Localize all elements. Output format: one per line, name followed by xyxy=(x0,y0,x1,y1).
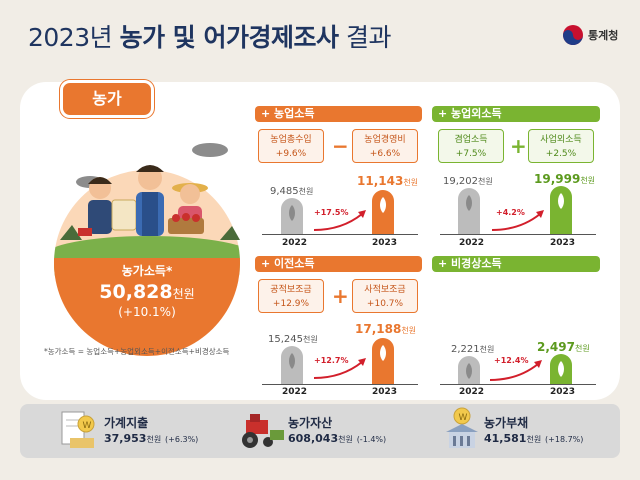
total-income-label: 농가소득 xyxy=(121,264,166,278)
transfer-pill-2-change: +10.7% xyxy=(366,299,404,309)
irregular-year-2022: 2022 xyxy=(459,387,485,397)
farm-baseline xyxy=(262,234,418,235)
farm-2022-value: 9,485천원 xyxy=(270,186,314,197)
total-income-change: (+10.1%) xyxy=(118,305,176,319)
nonfarm-growth: +4.2% xyxy=(496,208,525,217)
nonfarm-2022-value: 19,202천원 xyxy=(443,176,493,187)
tractor-icon xyxy=(242,414,284,448)
household-expense-value: 37,953천원 (+6.3%) xyxy=(104,432,199,445)
farm-pill-1-name: 농업총수입 xyxy=(270,135,312,145)
nonfarm-pill-2-name: 사업외소득 xyxy=(540,135,582,145)
irregular-income-title: 비경상소득 xyxy=(451,257,502,270)
farm-2023-value: 11,143천원 xyxy=(357,174,419,188)
nonfarm-pill-1-change: +7.5% xyxy=(455,149,487,159)
nonfarm-income-title: 농업외소득 xyxy=(451,107,502,120)
nonfarm-operator: + xyxy=(510,134,527,158)
irregular-year-2023: 2023 xyxy=(550,387,576,397)
farm-growth-arrow-icon xyxy=(313,210,366,231)
transfer-year-2023: 2023 xyxy=(372,387,398,397)
irregular-growth-arrow-icon xyxy=(489,360,542,381)
nonfarm-2023-value: 19,999천원 xyxy=(534,172,596,186)
farm-assets-label: 농가자산 xyxy=(288,416,333,430)
page-title: 2023년 농가 및 어가경제조사 결과 xyxy=(28,18,391,54)
farm-income-title: 농업소득 xyxy=(274,107,315,120)
farm-debt-label: 농가부채 xyxy=(484,416,529,430)
farm-pill-2: 농업경영비 +6.6% xyxy=(352,129,418,163)
total-income-value: 50,828 xyxy=(99,281,173,303)
nonfarm-2023-bar xyxy=(550,186,572,234)
transfer-growth: +12.7% xyxy=(314,356,349,365)
section-tag: 농가 xyxy=(60,80,154,118)
farm-pill-1: 농업총수입 +9.6% xyxy=(258,129,324,163)
farm-pill-2-change: +6.6% xyxy=(369,149,401,159)
farm-pill-1-change: +9.6% xyxy=(275,149,307,159)
irregular-growth: +12.4% xyxy=(494,356,529,365)
agency-logo: 통계청 xyxy=(562,24,634,48)
irregular-baseline xyxy=(440,384,596,385)
transfer-year-2022: 2022 xyxy=(282,387,308,397)
nonfarm-pill-1-name: 겸업소득 xyxy=(454,135,488,145)
nonfarm-2022-bar xyxy=(458,188,480,234)
debt-building-icon: W xyxy=(446,407,478,448)
transfer-2023-bar xyxy=(372,338,394,384)
circle-base xyxy=(54,258,240,356)
title-main: 농가 및 어가경제조사 xyxy=(119,23,339,52)
nonfarm-growth-arrow-icon xyxy=(491,210,544,231)
irregular-2022-bar xyxy=(458,356,480,384)
farm-2022-bar xyxy=(281,198,303,234)
total-income: 농가소득* 50,828천원 (+10.1%) xyxy=(54,262,240,319)
transfer-pill-1-change: +12.9% xyxy=(272,299,310,309)
nonfarm-year-2022: 2022 xyxy=(459,238,485,248)
transfer-pill-1-name: 공적보조금 xyxy=(270,285,312,295)
transfer-growth-arrow-icon xyxy=(313,358,366,379)
transfer-2022-value: 15,245천원 xyxy=(268,334,318,345)
transfer-pill-2-name: 사적보조금 xyxy=(364,285,406,295)
summary-bar xyxy=(20,404,620,458)
nonfarm-pill-2-change: +2.5% xyxy=(545,149,577,159)
farm-growth: +17.5% xyxy=(314,208,349,217)
nonfarm-baseline xyxy=(440,234,596,235)
nonfarm-pill-2: 사업외소득 +2.5% xyxy=(528,129,594,163)
transfer-baseline xyxy=(262,384,418,385)
irregular-2022-value: 2,221천원 xyxy=(451,344,495,355)
transfer-operator: + xyxy=(332,284,349,308)
farm-2023-bar xyxy=(372,190,394,234)
agency-name: 통계청 xyxy=(588,29,619,42)
footnote: *농가소득 = 농업소득+농업외소득+이전소득+비경상소득 xyxy=(44,347,230,356)
transfer-2022-bar xyxy=(281,346,303,384)
transfer-pill-2: 사적보조금 +10.7% xyxy=(352,279,418,313)
farm-assets-value: 608,043천원 (-1.4%) xyxy=(288,432,387,445)
transfer-pill-1: 공적보조금 +12.9% xyxy=(258,279,324,313)
farm-debt-value: 41,581천원 (+18.7%) xyxy=(484,432,584,445)
farm-year-2023: 2023 xyxy=(372,238,398,248)
farm-pill-2-name: 농업경영비 xyxy=(364,135,406,145)
household-expense-label: 가계지출 xyxy=(104,416,149,430)
farm-operator: − xyxy=(332,134,349,158)
title-year: 2023년 xyxy=(28,23,113,52)
svg-text:W: W xyxy=(83,421,92,431)
irregular-2023-bar xyxy=(550,354,572,384)
farm-year-2022: 2022 xyxy=(282,238,308,248)
svg-text:W: W xyxy=(459,413,468,423)
irregular-2023-value: 2,497천원 xyxy=(537,340,590,354)
receipt-coin-icon: W xyxy=(61,411,95,448)
taegeuk-logo-icon xyxy=(563,25,583,45)
title-suffix: 결과 xyxy=(345,23,392,52)
nonfarm-income-header: + 농업외소득 xyxy=(432,106,600,122)
transfer-income-title: 이전소득 xyxy=(274,257,315,270)
nonfarm-pill-1: 겸업소득 +7.5% xyxy=(438,129,504,163)
irregular-income-header: + 비경상소득 xyxy=(432,256,600,272)
transfer-income-header: + 이전소득 xyxy=(255,256,422,272)
farm-income-header: + 농업소득 xyxy=(255,106,422,122)
total-income-unit: 천원 xyxy=(172,287,195,301)
farm-illustration xyxy=(54,170,240,356)
transfer-2023-value: 17,188천원 xyxy=(355,322,417,336)
nonfarm-year-2023: 2023 xyxy=(550,238,576,248)
farmers-illustration-icon xyxy=(60,143,240,240)
